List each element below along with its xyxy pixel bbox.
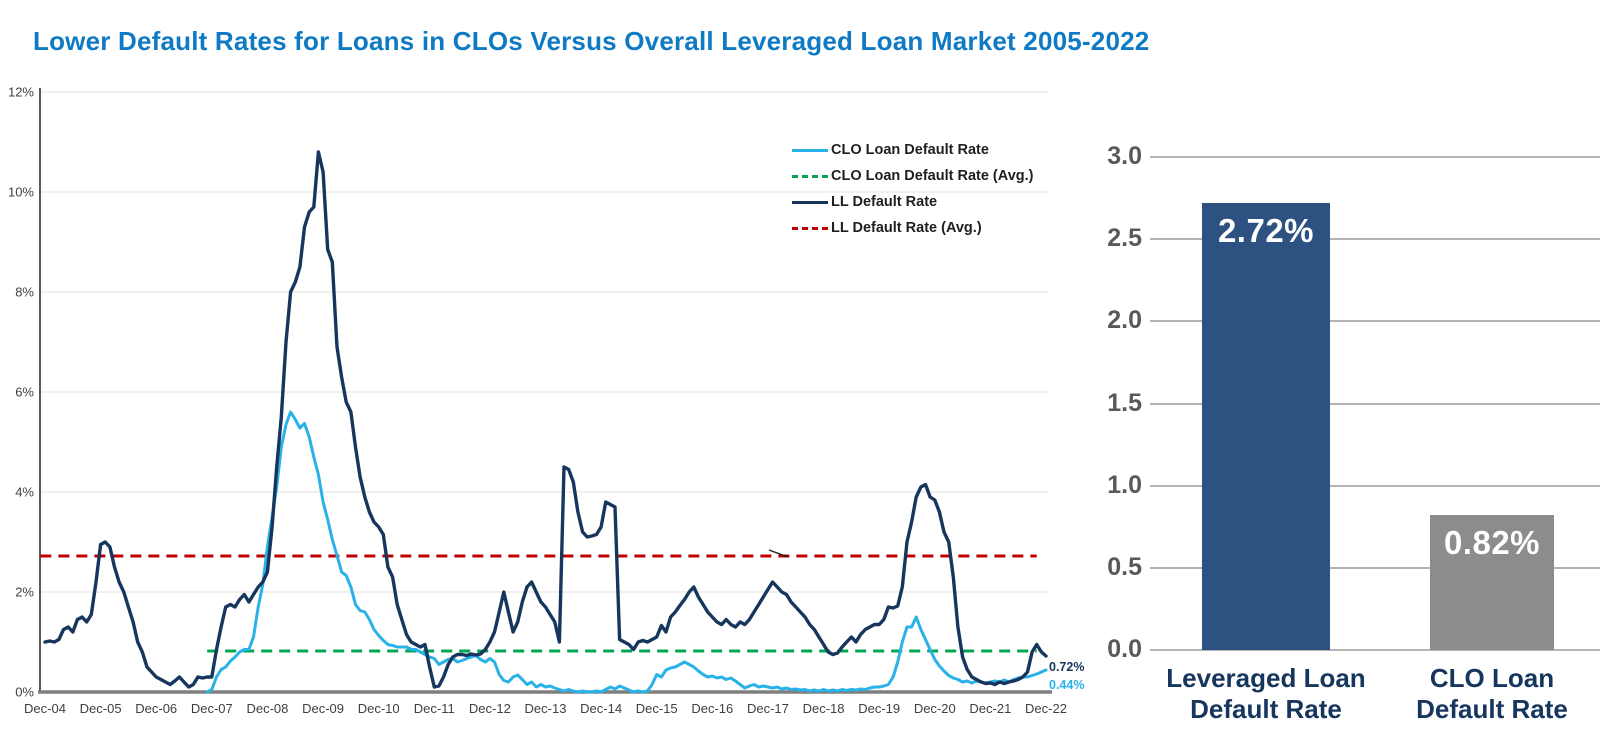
bar-gridline — [1150, 402, 1600, 405]
bar-category-label-leveraged-loan: Leveraged Loan Default Rate — [1136, 663, 1396, 724]
y-tick-label: 4% — [15, 485, 34, 500]
legend-label: CLO Loan Default Rate — [831, 142, 989, 158]
x-tick-label: Dec-09 — [302, 701, 344, 716]
legend-swatch-ll-line — [792, 200, 828, 204]
y-tick-label: 0% — [15, 685, 34, 700]
chart-legend: CLO Loan Default Rate CLO Loan Default R… — [792, 137, 1033, 241]
bar-y-tick-label: 2.0 — [1107, 306, 1142, 335]
bar-category-line: Leveraged Loan — [1166, 663, 1366, 693]
x-tick-label: Dec-04 — [24, 701, 66, 716]
bar-category-line: CLO Loan — [1429, 663, 1555, 693]
x-tick-label: Dec-08 — [246, 701, 288, 716]
x-tick-label: Dec-07 — [191, 701, 233, 716]
bar-y-tick-label: 0.0 — [1107, 635, 1142, 663]
bar-clo-loan-default-rate: 0.82% — [1430, 515, 1554, 650]
legend-item-clo-avg: CLO Loan Default Rate (Avg.) — [792, 163, 1033, 189]
x-tick-label: Dec-15 — [636, 701, 678, 716]
page-title: Lower Default Rates for Loans in CLOs Ve… — [33, 26, 1150, 56]
legend-swatch-clo-avg-line — [792, 174, 828, 178]
x-tick-label: Dec-20 — [914, 701, 956, 716]
y-tick-label: 12% — [8, 85, 34, 100]
x-tick-label: Dec-13 — [525, 701, 567, 716]
bar-category-line: Default Rate — [1190, 693, 1342, 724]
series-line — [43, 150, 1048, 689]
bar-gridline — [1150, 566, 1600, 569]
x-tick-label: Dec-12 — [469, 701, 511, 716]
legend-label: LL Default Rate (Avg.) — [831, 220, 982, 236]
legend-swatch-clo-line — [792, 148, 828, 152]
series-line — [205, 410, 1048, 694]
x-tick-label: Dec-19 — [858, 701, 900, 716]
x-tick-label: Dec-14 — [580, 701, 622, 716]
x-tick-label: Dec-11 — [414, 701, 455, 716]
bar-y-tick-label: 1.5 — [1107, 388, 1142, 417]
y-tick-label: 8% — [15, 285, 34, 300]
bar-gridline — [1150, 320, 1600, 323]
x-tick-label: Dec-06 — [135, 701, 177, 716]
bar-y-tick-label: 2.5 — [1107, 224, 1142, 253]
x-tick-label: Dec-17 — [747, 701, 789, 716]
legend-item-ll-default-rate: LL Default Rate — [792, 189, 1033, 215]
bar-value-label: 2.72% — [1217, 212, 1315, 249]
bar-leveraged-loan-default-rate: 2.72% — [1202, 203, 1330, 650]
ll-avg-annotation-leader-line — [768, 549, 789, 558]
legend-item-clo-default-rate: CLO Loan Default Rate — [792, 137, 1033, 163]
line-default-rate-chart: 0% 2% 4% 6% 8% 10% 12% Dec-04 Dec-05 Dec-06 Dec-07… — [0, 80, 1085, 740]
bar-y-tick-label: 3.0 — [1107, 142, 1142, 170]
x-tick-label: Dec-05 — [80, 701, 122, 716]
legend-item-ll-avg: LL Default Rate (Avg.) — [792, 215, 1033, 241]
legend-swatch-ll-avg-line — [792, 226, 828, 230]
bar-gridline — [1150, 156, 1600, 158]
line-chart-plot: 0% 2% 4% 6% 8% 10% 12% Dec-04 Dec-05 Dec-06 Dec-07… — [8, 85, 1084, 717]
ll-end-value-label: 0.72% — [1049, 660, 1084, 674]
bar-gridline — [1150, 238, 1600, 241]
bar-category-line: Default Rate — [1416, 693, 1568, 724]
bar-category-label-clo-loan: CLO Loan Default Rate — [1362, 663, 1600, 724]
x-tick-label: Dec-18 — [803, 701, 845, 716]
legend-label: LL Default Rate — [831, 194, 938, 210]
y-tick-label: 2% — [15, 585, 34, 600]
x-tick-label: Dec-22 — [1025, 701, 1067, 716]
bar-gridline — [1150, 649, 1600, 651]
x-tick-label: Dec-16 — [691, 701, 733, 716]
x-tick-label: Dec-21 — [969, 701, 1011, 716]
bar-gridline — [1150, 484, 1600, 487]
y-tick-label: 10% — [8, 185, 34, 200]
clo-end-value-label: 0.44% — [1049, 678, 1084, 692]
legend-label: CLO Loan Default Rate (Avg.) — [831, 168, 1034, 184]
bar-y-tick-label: 0.5 — [1107, 552, 1142, 581]
avg-default-rate-bar-chart: 0.0 0.5 1.0 1.5 2.0 2.5 3.0 2.72% 0.82% Levera… — [1090, 120, 1600, 755]
bar-y-tick-label: 1.0 — [1107, 470, 1142, 499]
x-tick-label: Dec-10 — [358, 701, 400, 716]
y-tick-label: 6% — [15, 385, 34, 400]
bar-value-label: 0.82% — [1443, 524, 1541, 562]
